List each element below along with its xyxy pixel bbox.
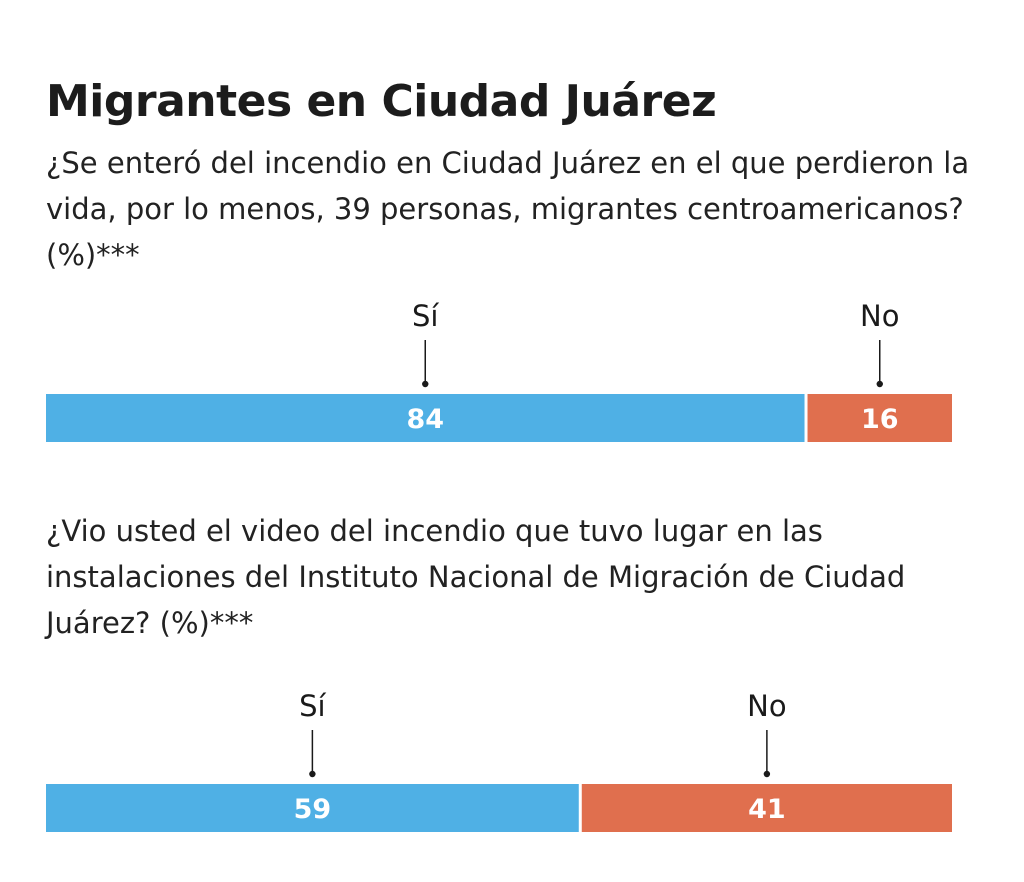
question-1-text: ¿Se enteró del incendio en Ciudad Juárez… [46,146,970,272]
question-2-text: ¿Vio usted el video del incendio que tuv… [46,514,906,640]
chart-2-category-label-no: No [747,689,786,723]
chart-2-bar-no [581,784,952,832]
chart-1-category-label-no: No [860,299,899,333]
chart-2-bar-si [46,784,579,832]
chart-1-leader-dot-si [422,380,429,388]
chart-2-value-label-si: 59 [294,794,332,825]
chart-1-category-label-si: Sí [412,299,439,333]
chart-2-value-label-no: 41 [748,794,786,825]
page-title: Migrantes en Ciudad Juárez [46,76,717,127]
chart-2-category-label-si: Sí [299,689,326,723]
chart-1-leader-dot-no [876,380,883,388]
chart-1-value-label-si: 84 [406,404,444,435]
chart-1-bar-si [46,394,805,442]
chart-2-svg: 59 Sí 41 No [46,689,952,832]
chart-2: 59 Sí 41 No [0,680,1024,850]
chart-1: 84 Sí 16 No [0,290,1024,460]
chart-1-bar-no [807,394,952,442]
chart-2-leader-dot-si [309,770,316,778]
chart-1-svg: 84 Sí 16 No [46,299,952,442]
chart-2-leader-dot-no [763,770,771,778]
chart-1-value-label-no: 16 [861,404,899,435]
